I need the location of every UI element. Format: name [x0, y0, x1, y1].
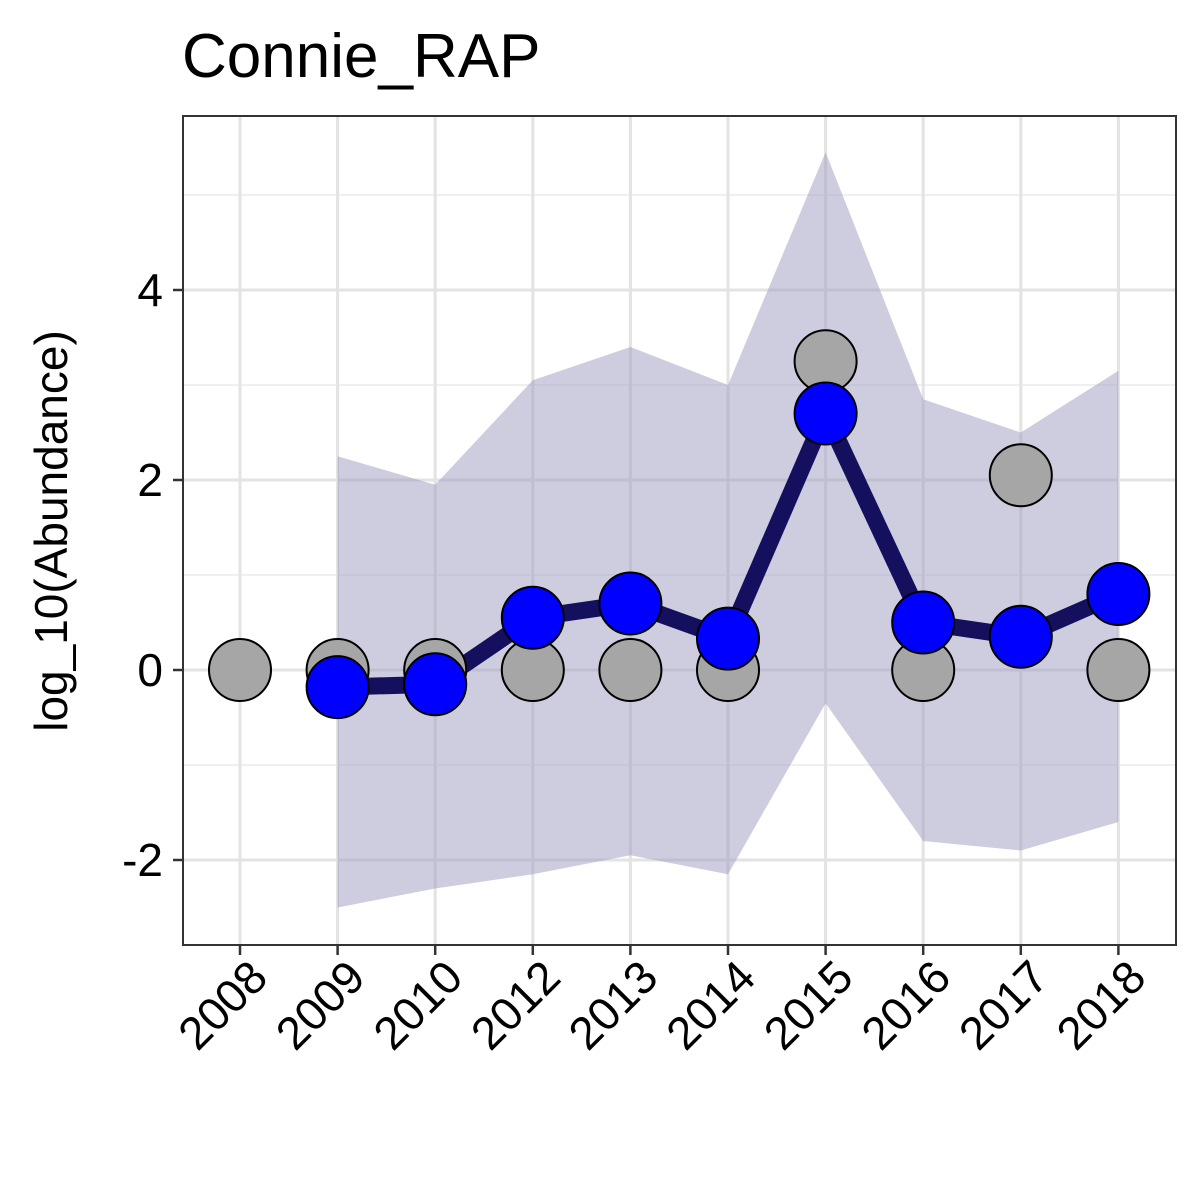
y-axis-title: log_10(Abundance) — [25, 330, 77, 732]
x-tick-label: 2017 — [949, 950, 1058, 1059]
x-tick-label: 2010 — [363, 950, 472, 1059]
estimate-point-2015 — [793, 381, 858, 446]
estimate-point-2010 — [403, 652, 468, 717]
estimate-point-2017 — [988, 604, 1053, 669]
x-tick-label: 2014 — [656, 950, 765, 1059]
x-tick-label: 2009 — [266, 950, 375, 1059]
y-tick-label: 0 — [137, 644, 163, 696]
estimate-point-2013 — [598, 571, 663, 636]
observed-point-2018 — [1086, 638, 1151, 702]
x-tick-label: 2015 — [754, 950, 863, 1059]
chart-title: Connie_RAP — [182, 22, 540, 91]
x-tick-label: 2016 — [851, 950, 960, 1059]
x-tick-label: 2013 — [558, 950, 667, 1059]
y-tick-label: 4 — [137, 264, 163, 316]
estimate-points-layer — [305, 381, 1151, 720]
estimate-point-2009 — [305, 655, 370, 720]
y-tick-label: 2 — [137, 454, 163, 506]
observed-point-2017 — [988, 443, 1053, 508]
x-tick-label: 2008 — [168, 950, 277, 1059]
x-tick-label: 2018 — [1046, 950, 1155, 1059]
plot-border — [182, 115, 1177, 946]
confidence-ribbon-layer — [337, 152, 1119, 908]
x-tick-label: 2012 — [461, 950, 570, 1059]
confidence-ribbon — [337, 152, 1119, 908]
estimate-point-2014 — [696, 606, 760, 671]
estimate-point-2012 — [500, 585, 565, 650]
y-tick-label: -2 — [122, 834, 163, 886]
observed-point-2008 — [208, 638, 272, 702]
estimate-point-2016 — [891, 590, 956, 655]
estimate-point-2018 — [1086, 562, 1151, 626]
observed-point-2013 — [598, 638, 663, 702]
